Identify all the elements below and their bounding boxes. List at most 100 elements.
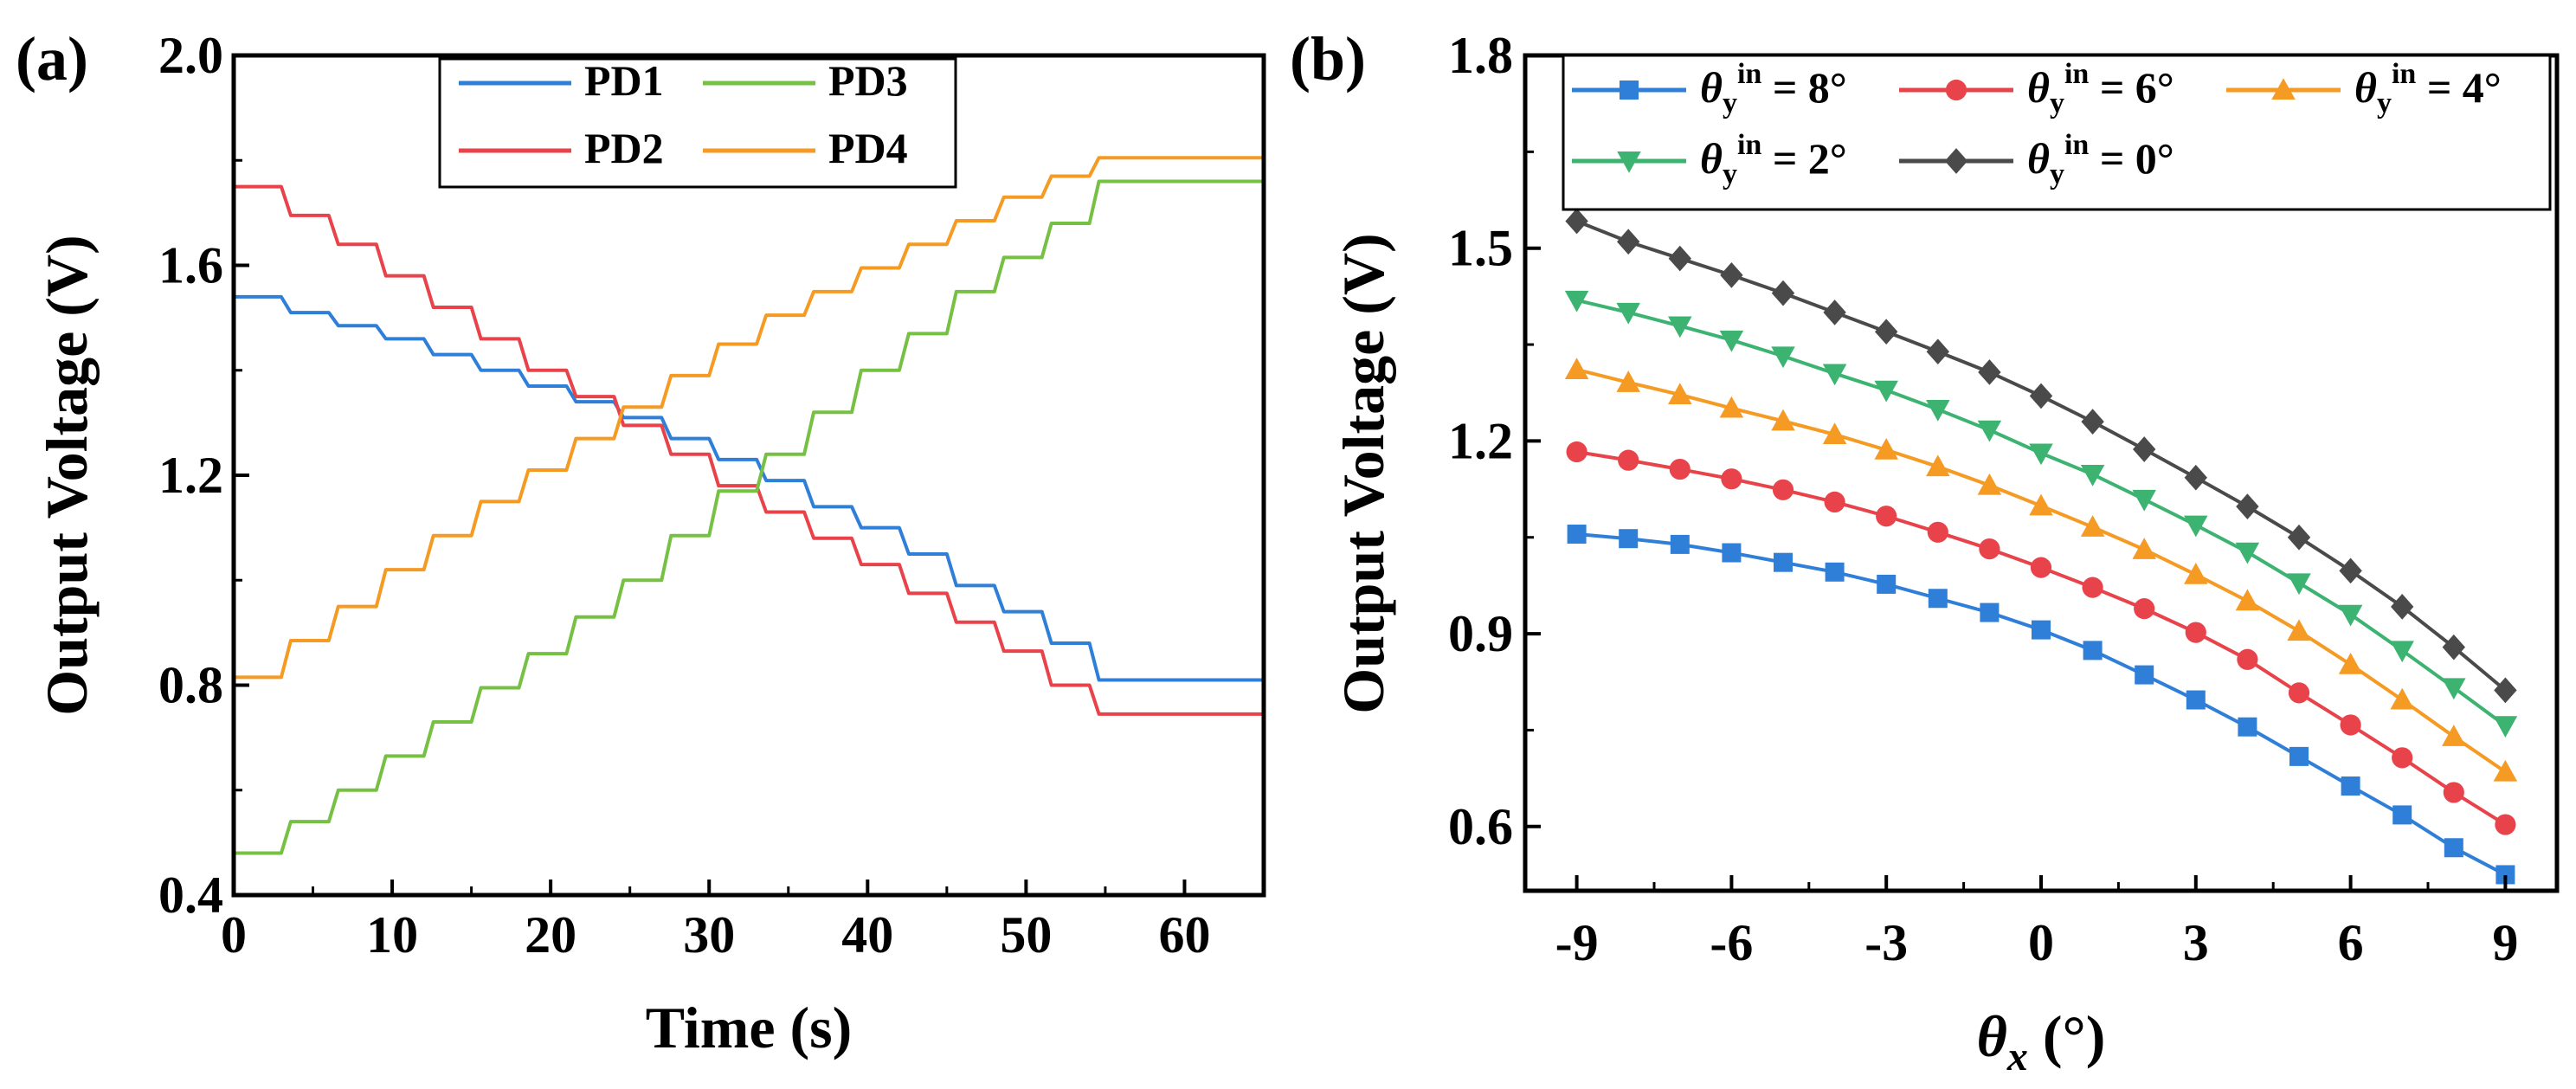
data-point-series-5	[2029, 383, 2053, 409]
data-point-series-5	[2391, 594, 2414, 620]
data-point-series-4	[2287, 573, 2311, 596]
data-point-series-2	[1876, 506, 1897, 527]
legend-marker-3	[2271, 78, 2296, 100]
panel-b-x-ticks: -9 -6 -3 0 3 6 9	[1555, 875, 2518, 971]
legend-symbol: θ	[1700, 134, 1723, 183]
panel-b-series-markers	[1564, 208, 2518, 885]
data-point-series-3	[2029, 493, 2053, 516]
panel-b-x-axis-subscript: x	[2006, 1034, 2028, 1079]
data-point-series-1	[1567, 525, 1587, 544]
data-point-series-5	[2081, 409, 2104, 435]
data-point-series-4	[2029, 443, 2053, 466]
x-tick-label: 9	[2492, 914, 2518, 971]
x-tick-label: -6	[1710, 914, 1753, 971]
panel-b-series-lines	[1575, 219, 2507, 877]
legend-value: = 6°	[2089, 63, 2174, 112]
panel-b-legend: θyin = 8° θyin = 6° θyin = 4°θyin = 2° θyin…	[1562, 54, 2552, 211]
data-point-series-2	[1566, 441, 1587, 463]
data-point-series-2	[2288, 682, 2310, 704]
data-point-series-1	[2392, 805, 2412, 825]
x-tick-label: -9	[1555, 914, 1599, 971]
data-point-series-1	[2135, 665, 2154, 685]
data-point-series-3	[1926, 454, 1950, 477]
legend-label-pd1: PD1	[584, 56, 664, 105]
legend-superscript: in	[2064, 58, 2089, 90]
legend-marker-5	[1944, 148, 1968, 174]
legend-symbol: θ	[2354, 63, 2377, 112]
series-line-pd4	[234, 156, 1264, 680]
series-line-pd3	[234, 179, 1264, 855]
data-point-series-4	[2132, 489, 2156, 512]
data-point-series-5	[1926, 338, 1949, 365]
data-point-series-4	[2235, 542, 2260, 564]
y-tick-label: 1.8	[1448, 27, 1513, 84]
data-point-series-4	[1771, 346, 1795, 369]
panel-a-legend-entries: PD1 PD3 PD2 PD4	[459, 56, 908, 172]
panel-b: (b) -9 -6 -3 0 3 6 9 0.60.91.21.51.8 θx (°) Ou…	[1290, 24, 2560, 1079]
data-point-series-4	[1564, 290, 1589, 313]
legend-subscript: y	[2050, 158, 2064, 190]
panel-a-label: (a)	[16, 24, 88, 93]
legend-label-5: θyin = 0°	[2027, 129, 2174, 190]
data-point-series-2	[2082, 577, 2103, 598]
series-line-1	[1576, 532, 2507, 877]
x-tick-label: 60	[1158, 906, 1210, 963]
x-tick-label: 0	[221, 906, 247, 963]
series-line-pd1	[234, 294, 1264, 682]
data-point-series-3	[2184, 563, 2208, 584]
panel-a-y-ticks: 0.4 0.8 1.2 1.6 2.0	[158, 27, 249, 924]
data-point-series-5	[2494, 677, 2517, 704]
panel-a-legend: PD1 PD3 PD2 PD4	[438, 56, 957, 189]
data-point-series-4	[2493, 716, 2518, 738]
legend-label-pd3: PD3	[828, 56, 908, 105]
legend-label-1: θyin = 8°	[1700, 58, 1847, 119]
legend-symbol: θ	[1700, 63, 1723, 112]
x-tick-label: 3	[2183, 914, 2209, 971]
panel-a: (a) 0 10 20 30 40 50 60 0.4 0.8 1.2 1.6 2.0 Time (…	[16, 24, 1266, 1060]
legend-value: = 8°	[1761, 63, 1847, 112]
data-point-series-2	[2030, 557, 2052, 578]
data-point-series-5	[2236, 493, 2259, 519]
data-point-series-4	[1874, 380, 1898, 403]
legend-label-4: θyin = 2°	[1700, 129, 1847, 190]
data-point-series-3	[2080, 515, 2105, 537]
x-tick-label: 0	[2028, 914, 2054, 971]
legend-subscript: y	[2377, 87, 2392, 119]
data-point-series-1	[1928, 589, 1948, 609]
panel-b-x-axis-symbol: θ	[1977, 1003, 2007, 1069]
data-point-series-2	[2495, 814, 2516, 835]
panel-b-x-axis-title: θx (°)	[1977, 1003, 2106, 1079]
data-point-series-2	[1772, 479, 1794, 500]
data-point-series-3	[1771, 409, 1795, 431]
data-point-series-1	[1619, 529, 1639, 549]
legend-symbol: θ	[2027, 134, 2050, 183]
legend-superscript: in	[2392, 58, 2416, 90]
legend-marker-2	[1945, 79, 1967, 101]
panel-a-x-axis-title: Time (s)	[646, 995, 853, 1060]
data-point-series-2	[1979, 538, 2000, 560]
legend-label-pd2: PD2	[584, 124, 664, 172]
panel-a-x-ticks: 0 10 20 30 40 50 60	[221, 880, 1210, 963]
data-point-series-3	[1977, 473, 2002, 495]
panel-a-y-axis-title: Output Voltage (V)	[34, 235, 100, 715]
data-point-series-1	[2238, 717, 2257, 737]
data-point-series-3	[1564, 358, 1589, 379]
legend-superscript: in	[1737, 58, 1761, 90]
data-point-series-5	[2339, 557, 2362, 584]
data-point-series-2	[2134, 598, 2155, 620]
data-point-series-3	[2442, 725, 2466, 746]
data-point-series-5	[2287, 524, 2311, 551]
data-point-series-4	[2390, 641, 2414, 663]
data-point-series-1	[2341, 776, 2360, 796]
legend-label-2: θyin = 6°	[2027, 58, 2174, 119]
data-point-series-4	[1926, 400, 1950, 422]
panel-b-x-axis-unit: (°)	[2028, 1003, 2105, 1069]
y-tick-label: 1.6	[158, 237, 223, 294]
y-tick-label: 1.5	[1448, 220, 1513, 277]
x-tick-label: 10	[366, 906, 418, 963]
data-point-series-3	[2235, 589, 2260, 611]
panel-b-y-ticks: 0.6 0.9 1.2 1.5 1.8	[1448, 27, 1541, 855]
data-point-series-4	[1977, 420, 2002, 442]
legend-subscript: y	[1723, 87, 1737, 119]
data-point-series-4	[1719, 330, 1744, 352]
